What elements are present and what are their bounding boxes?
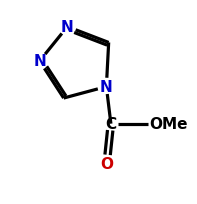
Text: OMe: OMe xyxy=(150,117,188,132)
Text: N: N xyxy=(61,20,74,35)
Text: N: N xyxy=(33,54,46,69)
Text: C: C xyxy=(105,117,116,132)
Text: N: N xyxy=(100,80,113,95)
Text: O: O xyxy=(100,156,113,171)
